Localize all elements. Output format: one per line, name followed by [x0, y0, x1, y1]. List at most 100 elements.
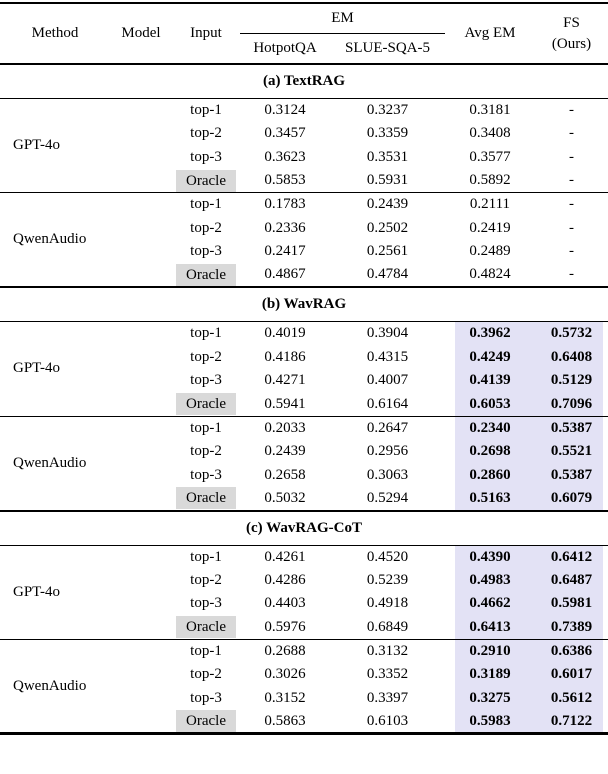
value-hotpotqa: 0.4286 — [264, 571, 306, 588]
value-avg-em: 0.2340 — [445, 415, 535, 440]
value-fs: 0.7389 — [535, 615, 608, 640]
input-cell: Oracle — [172, 393, 240, 417]
input-cell: top-2 — [190, 219, 222, 236]
block-textrag-qwenaudio: QwenAudio top-1 0.1783 0.2439 0.2111 - t… — [0, 192, 608, 288]
table-row: QwenAudio top-1 0.2688 0.3132 0.2910 0.6… — [0, 638, 608, 734]
section-textrag: (a) TextRAG — [0, 63, 608, 99]
input-cell: top-2 — [190, 666, 222, 683]
value-avg-em: 0.2111 — [445, 192, 535, 217]
value-sluesqa: 0.3352 — [366, 666, 409, 683]
col-header-model: Model — [121, 25, 161, 41]
value-hotpotqa: 0.5863 — [264, 712, 306, 729]
value-fs: 0.5732 — [535, 321, 608, 346]
value-fs: 0.7122 — [535, 710, 608, 734]
input-cell: top-2 — [190, 348, 222, 365]
input-cell: top-1 — [172, 544, 240, 569]
oracle-chip: Oracle — [176, 393, 236, 416]
value-fs: 0.6386 — [535, 638, 608, 663]
table-row: top-3 0.3152 0.3397 0.3275 0.5612 — [0, 686, 608, 711]
value-sluesqa: 0.6103 — [366, 712, 409, 729]
table-row: Oracle 0.5853 0.5931 0.5892 - — [0, 169, 608, 193]
method-cell: QwenAudio — [0, 415, 172, 511]
input-cell: Oracle — [172, 616, 240, 640]
value-fs: 0.6412 — [535, 544, 608, 569]
value-fs: - — [569, 266, 574, 283]
value-sluesqa: 0.4520 — [330, 544, 445, 569]
value-hotpotqa: 0.4019 — [240, 321, 330, 346]
section-title-c: (c) WavRAG-CoT — [0, 509, 608, 545]
value-avg-em: 0.3275 — [445, 686, 535, 711]
value-sluesqa: 0.4315 — [366, 348, 409, 365]
value-sluesqa: 0.2561 — [366, 243, 409, 260]
table-row: top-3 0.4271 0.4007 0.4139 0.5129 — [0, 368, 608, 393]
value-sluesqa: 0.4784 — [366, 266, 409, 283]
input-cell: top-3 — [190, 243, 222, 260]
input-cell: top-1 — [172, 98, 240, 123]
value-fs: 0.5387 — [535, 415, 608, 440]
value-avg-em: 0.3181 — [445, 98, 535, 123]
value-avg-em: 0.4662 — [445, 592, 535, 616]
value-avg-em: 0.2860 — [445, 463, 535, 487]
input-cell: top-3 — [190, 148, 222, 165]
table-row: Oracle 0.4867 0.4784 0.4824 - — [0, 263, 608, 288]
value-sluesqa: 0.2502 — [366, 219, 409, 236]
value-sluesqa: 0.2956 — [366, 443, 409, 460]
method-cell: GPT-4o — [0, 544, 172, 640]
value-sluesqa: 0.3531 — [366, 148, 409, 165]
input-cell: Oracle — [172, 487, 240, 511]
section-title-a: (a) TextRAG — [0, 63, 608, 99]
col-header-em-group: EM — [240, 3, 445, 34]
block-wavrag-cot-qwenaudio: QwenAudio top-1 0.2688 0.3132 0.2910 0.6… — [0, 638, 608, 734]
value-avg-em: 0.2910 — [445, 638, 535, 663]
table-row: GPT-4o top-1 0.4261 0.4520 0.4390 0.6412 — [0, 544, 608, 640]
value-avg-em: 0.2419 — [469, 219, 511, 236]
table-row: top-3 0.3623 0.3531 0.3577 - — [0, 146, 608, 170]
table-row: top-2 0.3026 0.3352 0.3189 0.6017 — [0, 662, 608, 687]
value-sluesqa: 0.5294 — [366, 489, 409, 506]
method-cell: GPT-4o — [0, 97, 172, 193]
value-sluesqa: 0.3359 — [366, 125, 409, 142]
col-header-method: Method — [31, 25, 79, 41]
fs-header-line1: FS — [563, 15, 580, 32]
value-hotpotqa: 0.2417 — [264, 243, 306, 260]
value-hotpotqa: 0.3152 — [264, 689, 306, 706]
value-avg-em: 0.4249 — [445, 345, 535, 369]
method-cell: QwenAudio — [0, 192, 172, 288]
table-header: Method Model Input EM Avg EM FS (Ours) H… — [0, 3, 608, 64]
col-header-avg-em: Avg EM — [464, 25, 516, 41]
value-hotpotqa: 0.3457 — [264, 125, 306, 142]
table-row: Oracle 0.5863 0.6103 0.5983 0.7122 — [0, 710, 608, 734]
table-row: QwenAudio top-1 0.2033 0.2647 0.2340 0.5… — [0, 415, 608, 511]
value-hotpotqa: 0.4261 — [240, 544, 330, 569]
value-sluesqa: 0.3063 — [366, 466, 409, 483]
value-hotpotqa: 0.2439 — [264, 443, 306, 460]
results-table: Method Model Input EM Avg EM FS (Ours) H… — [0, 2, 608, 736]
value-hotpotqa: 0.3026 — [264, 666, 306, 683]
value-hotpotqa: 0.5941 — [264, 395, 306, 412]
table-row: top-2 0.4186 0.4315 0.4249 0.6408 — [0, 345, 608, 369]
value-avg-em: 0.2698 — [445, 439, 535, 464]
value-fs: - — [535, 98, 608, 123]
section-wavrag: (b) WavRAG — [0, 286, 608, 322]
col-header-fs: FS (Ours) — [535, 3, 608, 64]
value-avg-em: 0.4139 — [445, 368, 535, 393]
section-title-row: (c) WavRAG-CoT — [0, 509, 608, 545]
col-header-slue-sqa-5: SLUE-SQA-5 — [345, 40, 430, 56]
value-avg-em: 0.3189 — [445, 662, 535, 687]
input-cell: top-2 — [190, 125, 222, 142]
value-fs: 0.6487 — [535, 568, 608, 593]
value-fs: 0.5612 — [535, 686, 608, 711]
input-cell: top-1 — [172, 415, 240, 440]
table-row: top-3 0.2658 0.3063 0.2860 0.5387 — [0, 463, 608, 487]
value-avg-em: 0.5892 — [469, 172, 511, 189]
oracle-chip: Oracle — [176, 710, 236, 733]
value-sluesqa: 0.5239 — [366, 571, 409, 588]
value-hotpotqa: 0.2033 — [240, 415, 330, 440]
block-wavrag-gpt4o: GPT-4o top-1 0.4019 0.3904 0.3962 0.5732… — [0, 321, 608, 417]
value-fs: 0.6079 — [535, 486, 608, 511]
table-row: Oracle 0.5941 0.6164 0.6053 0.7096 — [0, 392, 608, 417]
table-row: top-2 0.2336 0.2502 0.2419 - — [0, 216, 608, 240]
value-fs: 0.7096 — [535, 392, 608, 417]
value-fs: - — [569, 243, 574, 260]
value-fs: - — [569, 172, 574, 189]
